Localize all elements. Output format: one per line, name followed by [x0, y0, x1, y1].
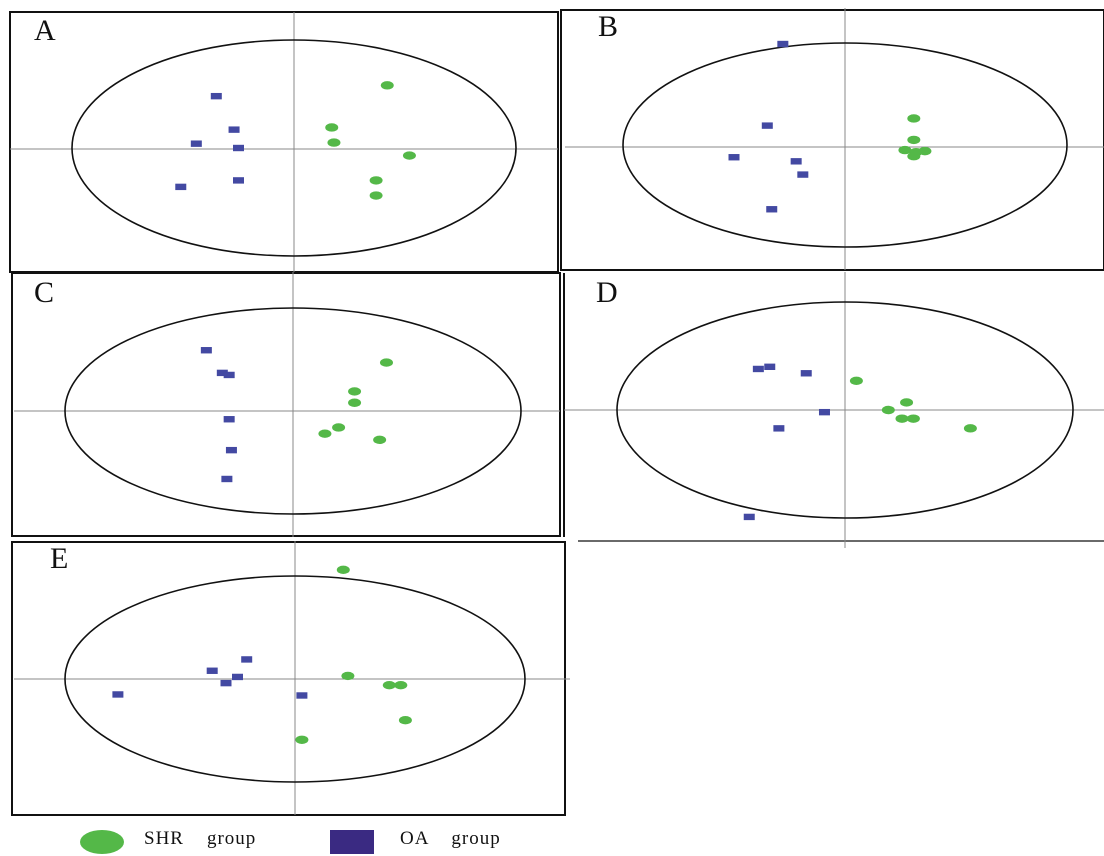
oa-point	[233, 177, 244, 184]
panel-b: B	[560, 8, 1104, 271]
oa-point	[728, 154, 740, 161]
oa-point	[223, 416, 235, 423]
shr-point	[881, 405, 895, 415]
confidence-ellipse	[64, 307, 522, 515]
confidence-ellipse	[64, 575, 526, 783]
shr-point	[898, 145, 912, 155]
shr-point	[295, 735, 309, 744]
oa-point	[773, 425, 785, 432]
legend-label-oa: OA group	[400, 828, 501, 849]
shr-point	[895, 414, 909, 423]
oa-point	[766, 206, 778, 213]
oa-point	[764, 363, 776, 370]
oa-point	[206, 667, 218, 674]
shr-point	[907, 114, 921, 123]
oa-point	[210, 92, 222, 100]
oa-point	[777, 40, 789, 48]
confidence-ellipse	[71, 39, 517, 257]
shr-point	[327, 138, 341, 147]
shr-point	[369, 191, 383, 200]
oa-point	[223, 371, 235, 379]
panel-d: D	[563, 272, 1104, 548]
shr-point	[348, 387, 362, 396]
legend-item-oa: OA group	[330, 828, 600, 856]
legend-marker-shr	[80, 830, 124, 854]
shr-point	[963, 424, 977, 433]
oa-point	[233, 144, 244, 152]
legend-marker-oa	[330, 830, 374, 854]
oa-point	[818, 408, 830, 416]
panel-label: E	[50, 542, 68, 575]
shr-point	[907, 135, 921, 145]
oa-point	[800, 370, 812, 377]
panel-c: C	[11, 272, 561, 537]
oa-point	[225, 446, 237, 454]
oa-point	[175, 183, 187, 191]
shr-point	[918, 146, 932, 156]
shr-point	[379, 358, 393, 367]
panel-label: A	[34, 14, 56, 47]
confidence-ellipse	[622, 42, 1068, 248]
shr-point	[348, 398, 362, 407]
oa-point	[200, 347, 212, 354]
oa-point	[228, 126, 240, 133]
confidence-ellipse	[616, 301, 1074, 519]
shr-point	[369, 176, 383, 185]
shr-point	[382, 680, 396, 690]
shr-point	[373, 435, 387, 445]
shr-point	[380, 81, 394, 90]
panel-label: D	[596, 276, 618, 309]
panel-frame	[9, 11, 559, 273]
oa-point	[752, 365, 764, 373]
panel-label: B	[598, 10, 618, 43]
shr-point	[398, 716, 412, 725]
shr-point	[332, 423, 346, 432]
shr-point	[394, 680, 408, 690]
panel-frame	[560, 9, 1104, 271]
oa-point	[797, 171, 809, 178]
panel-e: E	[11, 541, 570, 816]
shr-point	[341, 671, 355, 681]
oa-point	[241, 656, 253, 663]
oa-point	[112, 691, 124, 698]
legend-label-shr: SHR group	[144, 828, 257, 849]
oa-point	[216, 369, 228, 377]
oa-point	[190, 140, 202, 147]
shr-point	[849, 376, 863, 386]
shr-point	[402, 151, 416, 160]
panel-label: C	[34, 276, 54, 309]
shr-point	[900, 398, 914, 407]
oa-point	[761, 122, 773, 129]
panel-a: A	[9, 11, 559, 273]
shr-point	[325, 123, 339, 132]
shr-point	[907, 152, 921, 161]
oa-point	[296, 692, 308, 699]
oa-point	[743, 513, 755, 521]
oa-point	[232, 673, 243, 681]
shr-point	[318, 429, 332, 438]
panel-frame	[11, 272, 561, 537]
legend-item-shr: SHR group	[80, 828, 320, 856]
legend: SHR group OA group	[80, 828, 600, 856]
shr-point	[906, 414, 920, 423]
oa-point	[220, 679, 232, 687]
shr-point	[336, 565, 350, 575]
oa-point	[221, 475, 233, 483]
oa-point	[790, 158, 802, 165]
